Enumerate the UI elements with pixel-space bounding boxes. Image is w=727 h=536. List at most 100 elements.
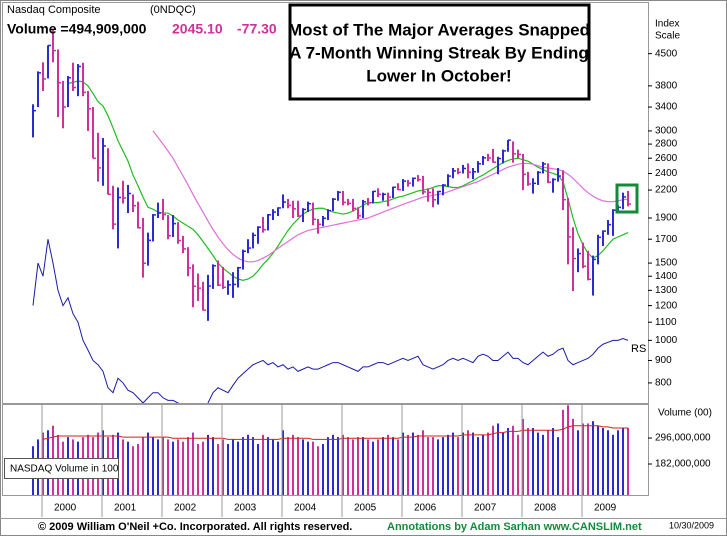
volume-bar (162, 437, 164, 495)
y-tick-label: 1200 (655, 300, 678, 311)
volume-bar (502, 432, 504, 495)
volume-bar (312, 441, 314, 495)
y-tick-label: 4500 (655, 48, 678, 59)
volume-bar (587, 423, 589, 495)
volume-bar (482, 434, 484, 495)
volume-bar (562, 409, 564, 495)
x-tick-label: 2001 (114, 503, 137, 514)
volume-bar (437, 439, 439, 495)
rs-line (32, 239, 629, 403)
x-tick-label: 2007 (474, 503, 497, 514)
volume-bar (337, 437, 339, 495)
volume-bar (122, 439, 124, 495)
volume-bar (357, 437, 359, 495)
volume-bar (627, 428, 629, 495)
volume-bar (322, 443, 324, 495)
y-tick-label: 3400 (655, 102, 678, 113)
volume-bar (452, 432, 454, 495)
volume-bar (532, 428, 534, 495)
volume-bar (157, 439, 159, 495)
volume-bar (392, 437, 394, 495)
y-tick-label: 1900 (655, 213, 678, 224)
y-tick-label: 1400 (655, 271, 678, 282)
volume-bar (472, 432, 474, 495)
annotation-line: Lower In October! (366, 66, 511, 85)
axes: 4500 3800 3400 3000 2800 2600 2400 2200 1900 1700… (41, 48, 711, 517)
volume-bar (417, 434, 419, 495)
volume-panel (2, 404, 649, 496)
y-tick-label: 3800 (655, 81, 678, 92)
volume-bar (572, 418, 574, 495)
volume-bar (147, 432, 149, 495)
volume-bar (277, 441, 279, 495)
volume-bar (407, 434, 409, 495)
volume-legend-text: NASDAQ Volume in 100 (10, 464, 119, 475)
y-tick-label: 2400 (655, 168, 678, 179)
volume-bar (317, 446, 319, 495)
y-tick-label: 296,000,000 (655, 433, 711, 444)
volume-bar (297, 437, 299, 495)
y-tick-label: 900 (655, 355, 672, 366)
volume-bar (522, 418, 524, 495)
volume-bar (402, 432, 404, 495)
volume-bar (617, 430, 619, 495)
volume-bar (557, 437, 559, 495)
price-panel (2, 2, 649, 404)
annotation-line: Most of The Major Averages Snapped (288, 20, 590, 39)
volume-bar (287, 437, 289, 495)
volume-bar (467, 430, 469, 495)
y-tick-label: 2600 (655, 153, 678, 164)
volume-bar (232, 439, 234, 495)
volume-bar (442, 437, 444, 495)
volume-legend-box (4, 458, 119, 479)
volume-bar (207, 434, 209, 495)
volume-bar (362, 437, 364, 495)
y-tick-label: 182,000,000 (655, 459, 711, 470)
x-tick-label: 2003 (234, 503, 257, 514)
volume-bar (187, 437, 189, 495)
y-tick-label: 1100 (655, 317, 677, 328)
volume-bar (527, 428, 529, 495)
copyright: © 2009 William O'Neil +Co. Incorporated.… (38, 521, 352, 533)
y-tick-label: 1300 (655, 285, 678, 296)
scale-label: Scale (655, 31, 680, 42)
volume-bar (377, 439, 379, 495)
volume-bar (342, 434, 344, 495)
last-price: 2045.10 (172, 21, 223, 37)
volume-bar (492, 425, 494, 495)
annotation-line: A 7-Month Winning Streak By Ending (289, 43, 589, 62)
volume-bar (182, 441, 184, 495)
x-tick-label: 2004 (294, 503, 317, 514)
volume-bar (222, 439, 224, 495)
volume-bar (132, 446, 134, 495)
y-tick-label: 3000 (655, 126, 678, 137)
volume-bar (262, 434, 264, 495)
y-tick-label: 2800 (655, 139, 678, 150)
volume-bar (372, 441, 374, 495)
volume-bar (597, 425, 599, 495)
y-tick-label: 800 (655, 378, 672, 389)
volume-bar (412, 432, 414, 495)
volume-bar (142, 437, 144, 495)
y-tick-label: 1700 (655, 234, 678, 245)
x-tick-label: 2002 (174, 503, 197, 514)
price-plot (32, 28, 631, 403)
volume-bar (257, 443, 259, 495)
volume-bar (552, 428, 554, 495)
highlight-box (615, 183, 639, 214)
volume-bar (487, 432, 489, 495)
volume-bar (507, 428, 509, 495)
scale-label: Index (655, 19, 679, 30)
volume-bar (547, 430, 549, 495)
volume-bar (512, 425, 514, 495)
volume-bar (217, 443, 219, 495)
volume-bar (307, 441, 309, 495)
volume-bar (447, 434, 449, 495)
y-tick-label: 1000 (655, 335, 678, 346)
volume-bar (432, 437, 434, 495)
volume-bar (577, 430, 579, 495)
annotation-box (288, 3, 591, 101)
volume-bar (347, 437, 349, 495)
volume-bar (282, 430, 284, 495)
